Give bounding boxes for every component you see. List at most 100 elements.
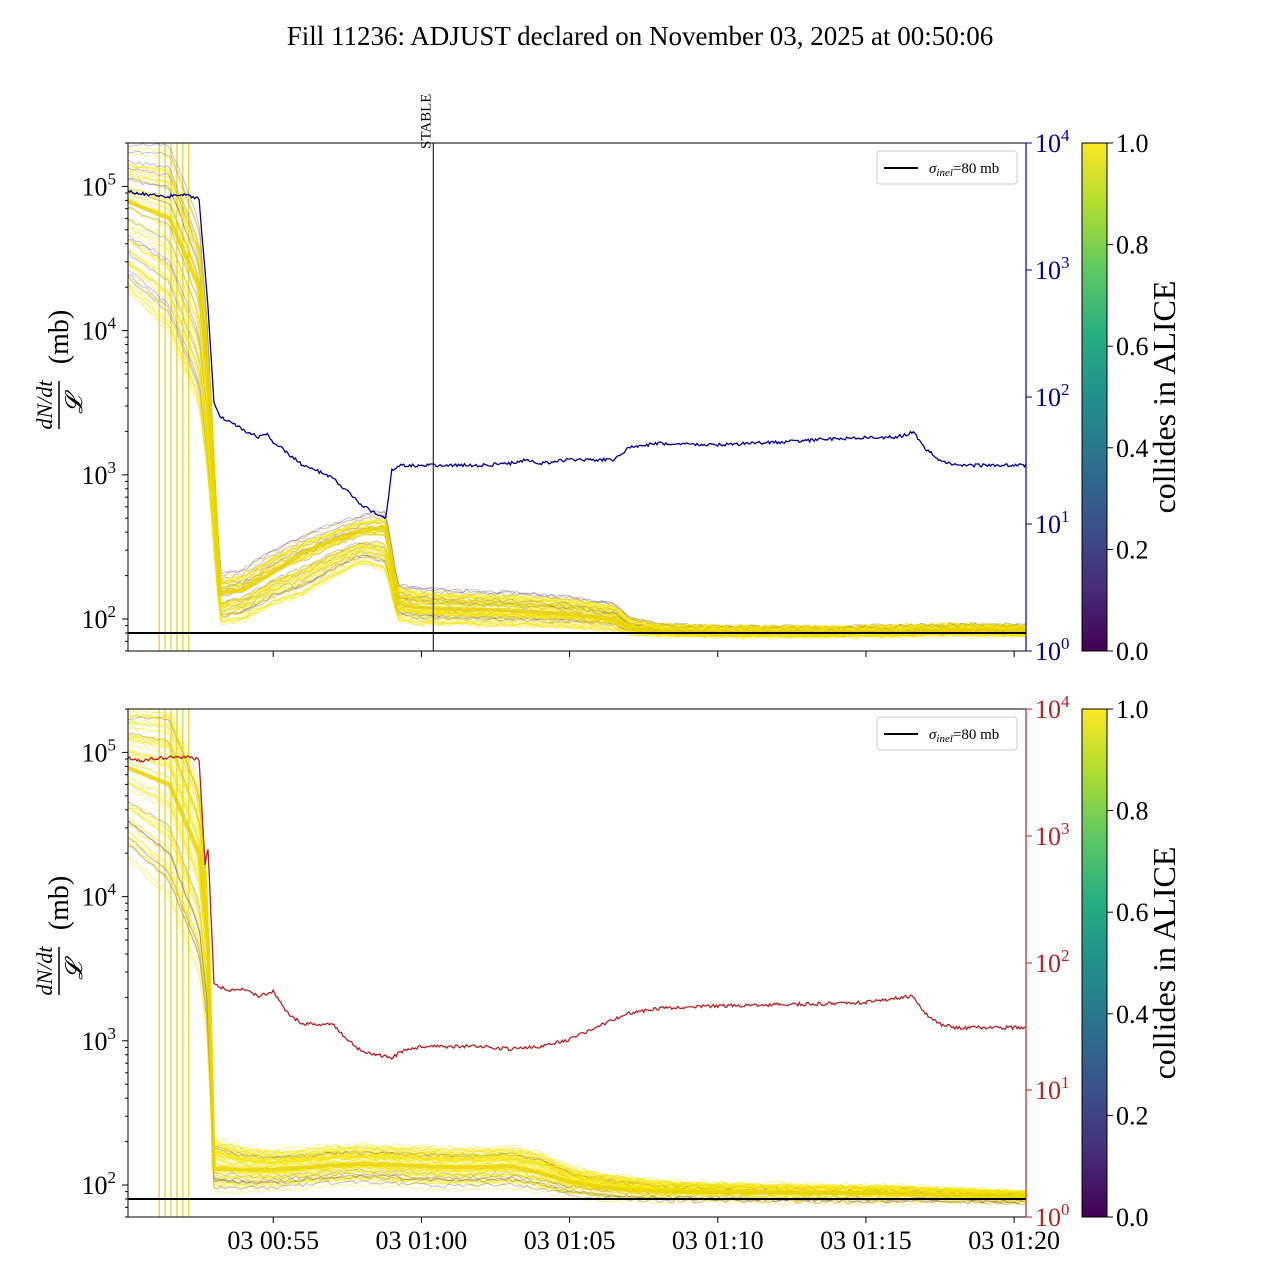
bunch-trace: [128, 781, 1026, 1203]
colorbar-tick-label: 1.0: [1116, 695, 1149, 724]
bunch-trace: [128, 291, 1025, 638]
bunch-trace: [128, 807, 1026, 1196]
bunch-trace: [128, 739, 1025, 1199]
left-axis-label: dN/dt 𝓛 (mb): [32, 876, 88, 996]
bunch-trace: [128, 276, 1025, 641]
right-tick-label: 101: [1035, 1073, 1070, 1105]
bunch-trace: [128, 737, 1026, 1200]
bunch-trace: [128, 843, 1025, 1204]
colorbar-gradient: [1081, 142, 1108, 652]
bunch-trace: [128, 264, 1026, 631]
bunch-trace: [128, 754, 1025, 1195]
bunch-trace: [128, 711, 1026, 1195]
bunch-trace: [128, 733, 1025, 1195]
bunch-trace: [128, 854, 1025, 1202]
right-tick-label: 100: [1035, 1200, 1070, 1232]
colorbar-tick-label: 0.2: [1116, 1101, 1149, 1130]
legend: σinel=80 mb: [876, 716, 1018, 751]
bunch-trace: [128, 186, 1025, 638]
axes-frame: [127, 708, 1027, 1218]
bunch-trace: [128, 749, 1025, 1195]
colorbar-bottom: 0.0 0.2 0.4 0.6 0.8 1.0 collides in ALICE: [1081, 695, 1182, 1232]
bunch-trace: [128, 820, 1025, 1204]
bunch-trace: [128, 807, 1025, 1203]
ylabel-unit: (mb): [44, 310, 75, 364]
bunch-trace: [128, 169, 1025, 630]
x-tick-label: 03 01:20: [968, 1226, 1060, 1255]
bunch-trace: [128, 283, 1025, 638]
bunch-trace: [128, 750, 1026, 1199]
bunch-trace: [128, 835, 1025, 1198]
bunch-trace: [128, 769, 1025, 1197]
right-tick-label: 102: [1035, 380, 1070, 412]
bunch-trace: [128, 198, 1025, 629]
bunch-trace: [128, 735, 1025, 1196]
bunch-trace: [128, 733, 1026, 1196]
bunch-trace: [128, 187, 1026, 629]
bunch-trace: [128, 736, 1025, 1199]
right-tick-label: 103: [1035, 819, 1070, 851]
left-tick-label: 103: [82, 1024, 117, 1056]
bunch-trace: [128, 274, 1025, 632]
bunch-trace: [128, 172, 1025, 630]
ylabel-numerator: dN/dt: [32, 380, 57, 430]
ylabel-numerator: dN/dt: [32, 946, 57, 996]
bunch-trace: [128, 720, 1025, 1196]
bunch-trace: [128, 840, 1025, 1200]
bunch-trace: [128, 190, 1025, 637]
right-tick-label: 101: [1035, 507, 1070, 539]
bunch-trace: [169, 709, 1025, 1192]
x-tick-label: 03 00:55: [227, 1226, 319, 1255]
bunch-trace: [128, 193, 1025, 631]
x-tick-label: 03 01:05: [524, 1226, 616, 1255]
bunch-trace: [128, 821, 1025, 1198]
bunch-trace: [128, 164, 1025, 633]
bunch-trace: [128, 747, 1025, 1199]
bunch-trace: [128, 732, 1025, 1196]
bunch-trace: [128, 782, 1026, 1195]
bunch-trace: [128, 715, 1025, 1201]
bunch-trace: [128, 714, 1025, 1195]
bunch-trace: [128, 836, 1026, 1203]
bunch-trace: [128, 218, 1025, 639]
bunch-trace: [128, 234, 1025, 638]
bunch-trace: [128, 831, 1026, 1197]
bunch-trace: [128, 743, 1025, 1194]
colorbar-gradient: [1081, 708, 1108, 1218]
bunch-trace: [128, 150, 1025, 629]
bunch-trace: [128, 146, 1025, 632]
bunch-trace: [128, 228, 1025, 639]
x-tick-label: 03 01:15: [820, 1226, 912, 1255]
bunch-trace: [128, 783, 1026, 1200]
bunch-trace: [128, 844, 1025, 1206]
bunch-trace: [128, 231, 1025, 639]
bunch-trace: [128, 164, 1025, 638]
bunch-trace: [128, 177, 1025, 630]
colorbar-tick-label: 0.0: [1116, 637, 1149, 666]
right-axis-series: [128, 755, 1026, 1060]
left-tick-label: 104: [82, 880, 117, 912]
bunch-trace: [128, 259, 1025, 632]
bunch-trace: [128, 722, 1025, 1195]
bunch-median-trace: [128, 199, 1026, 635]
bunch-trace: [128, 227, 1025, 638]
right-tick-label: 104: [1035, 126, 1070, 158]
ylabel-denominator: 𝓛: [62, 956, 88, 980]
bunch-trace: [128, 287, 1025, 637]
bunch-trace: [128, 143, 1025, 631]
x-tick-label: 03 01:00: [376, 1226, 468, 1255]
colorbar-tick-label: 0.0: [1116, 1203, 1149, 1232]
bunch-trace: [128, 162, 1025, 634]
bunch-trace: [128, 816, 1025, 1197]
bunch-trace: [128, 260, 1025, 632]
bunch-trace: [128, 820, 1025, 1205]
legend-label: σinel=80 mb: [929, 161, 999, 179]
right-tick-label: 104: [1035, 692, 1070, 724]
bunch-trace: [128, 829, 1026, 1197]
right-axis-series: [128, 189, 1026, 520]
colorbar-tick-label: 0.6: [1116, 332, 1149, 361]
bunch-trace: [128, 837, 1025, 1197]
colorbar-label: collides in ALICE: [1146, 847, 1182, 1080]
bunch-trace: [128, 709, 1025, 1194]
